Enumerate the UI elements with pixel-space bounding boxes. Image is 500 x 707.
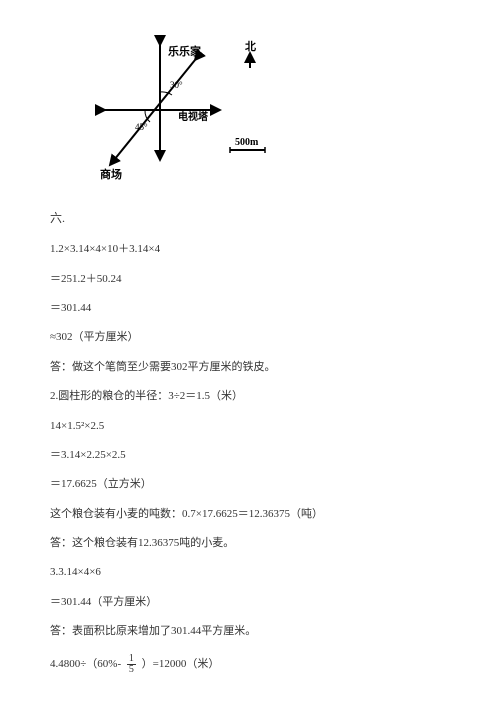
solution-line: ＝301.44 bbox=[50, 301, 450, 316]
label-angle2: 45° bbox=[135, 122, 148, 132]
fraction-denominator: 5 bbox=[127, 665, 136, 675]
label-lele-home: 乐乐家 bbox=[168, 44, 202, 58]
solution-line: 1.2×3.14×4×10＋3.14×4 bbox=[50, 242, 450, 257]
solution-line-fraction: 4.4800÷（60%- 1 5 ）=12000（米） bbox=[50, 654, 450, 675]
label-shop: 商场 bbox=[100, 167, 122, 180]
solution-line: 答：这个粮仓装有12.36375吨的小麦。 bbox=[50, 536, 450, 551]
solution-line: 答：做这个笔筒至少需要302平方厘米的铁皮。 bbox=[50, 360, 450, 375]
solution-line: ＝301.44（平方厘米） bbox=[50, 595, 450, 610]
text-suffix: ）=12000（米） bbox=[142, 658, 220, 670]
solution-line: ＝3.14×2.25×2.5 bbox=[50, 448, 450, 463]
label-angle1: 30° bbox=[170, 80, 183, 90]
fraction-numerator: 1 bbox=[127, 654, 136, 665]
solution-line: 答：表面积比原来增加了301.44平方厘米。 bbox=[50, 624, 450, 639]
solution-line: 这个粮仓装有小麦的吨数：0.7×17.6625＝12.36375（吨） bbox=[50, 507, 450, 522]
solution-line: ＝17.6625（立方米） bbox=[50, 477, 450, 492]
solution-line: ≈302（平方厘米） bbox=[50, 330, 450, 345]
section-header: 六. bbox=[50, 210, 450, 227]
fraction: 1 5 bbox=[127, 654, 136, 675]
label-north: 北 bbox=[245, 39, 256, 53]
label-tv-tower: 电视塔 bbox=[178, 110, 209, 123]
text-prefix: 4.4800÷（60%- bbox=[50, 658, 124, 670]
solution-line: 14×1.5²×2.5 bbox=[50, 419, 450, 434]
direction-diagram: 乐乐家 北 30° 电视塔 45° 商场 500m bbox=[90, 30, 450, 185]
label-scale: 500m bbox=[235, 137, 259, 148]
solution-line: 3.3.14×4×6 bbox=[50, 565, 450, 580]
solution-line: ＝251.2＋50.24 bbox=[50, 272, 450, 287]
solution-line: 2.圆柱形的粮仓的半径：3÷2＝1.5（米） bbox=[50, 389, 450, 404]
